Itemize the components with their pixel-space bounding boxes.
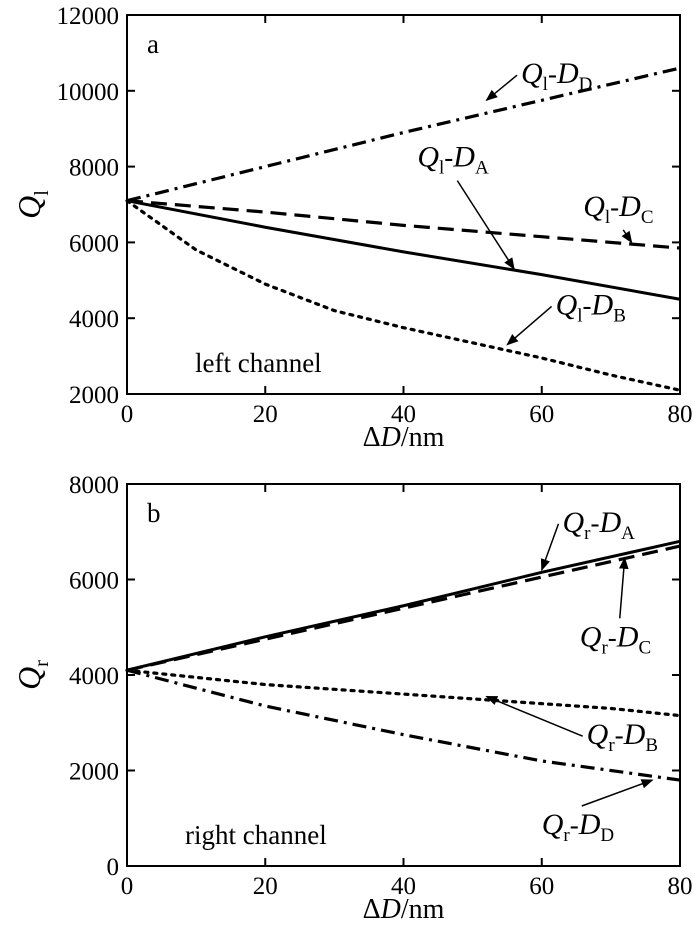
panel-b-series-label-B: Qr-DB xyxy=(587,718,658,756)
panel-b-x-tick-label: 60 xyxy=(529,873,554,900)
panel-a-series-label-C: Ql-DC xyxy=(583,190,653,228)
panel-a-x-axis-label: ΔD/nm xyxy=(363,422,445,453)
panel-a-y-tick-label: 6000 xyxy=(69,230,119,257)
panel-a-y-tick-label: 4000 xyxy=(69,306,119,333)
panel-a-series-line-C xyxy=(126,199,681,250)
panel-a-series-label-A: Ql-DA xyxy=(417,141,489,179)
panel-b-series-line-A xyxy=(126,539,681,672)
panel-b-series-label-D: Qr-DD xyxy=(542,808,614,846)
panel-b-y-axis-label: Qr xyxy=(11,660,53,690)
panel-b-series-arrow-C xyxy=(619,556,629,619)
panel-a-x-tick-label: 20 xyxy=(253,401,278,428)
panel-b-y-tick-label: 6000 xyxy=(69,568,119,595)
panel-a-series-label-D: Ql-DD xyxy=(521,57,592,95)
panel-b-y-tick-label: 8000 xyxy=(69,472,119,499)
panel-b-y-tick-label: 0 xyxy=(107,854,120,881)
panel-a-series-line-A xyxy=(126,199,681,301)
panel-b-y-tick-label: 4000 xyxy=(69,663,119,690)
panel-b-x-tick-label: 80 xyxy=(668,873,693,900)
panel-a-y-tick-label: 2000 xyxy=(69,382,119,409)
panel-a-channel-annotation: left channel xyxy=(195,348,322,378)
panel-a-series-arrow-A xyxy=(456,180,515,270)
panel-a-series-arrow-C xyxy=(621,229,633,244)
panel-a-series-arrow-D xyxy=(485,74,518,102)
panel-b-channel-annotation: right channel xyxy=(185,820,327,850)
panel-b-x-tick-label: 40 xyxy=(391,873,416,900)
panel-b-series-line-D xyxy=(126,668,681,782)
panel-a-series-line-B xyxy=(125,199,682,392)
panel-a-series-line-D xyxy=(126,66,681,203)
panel-b-series-label-A: Qr-DA xyxy=(562,506,635,544)
panel-a-y-axis-label: Ql xyxy=(11,190,53,219)
panel-b-series-arrow-B xyxy=(485,695,583,737)
panel-a-y-tick-label: 12000 xyxy=(57,3,120,30)
panel-b-series-label-C: Qr-DC xyxy=(580,620,651,658)
panel-a-x-tick-label: 80 xyxy=(668,401,693,428)
panel-b-series-arrow-A xyxy=(540,523,560,572)
panel-a-y-tick-label: 10000 xyxy=(57,79,120,106)
panel-b-y-tick-label: 2000 xyxy=(69,759,119,786)
panel-a-x-tick-label: 40 xyxy=(391,401,416,428)
panel-a-x-tick-label: 0 xyxy=(121,401,134,428)
panel-b-panel-letter: b xyxy=(147,498,161,528)
panel-a-series-label-B: Ql-DB xyxy=(556,288,626,326)
panel-a-series-arrow-B xyxy=(506,305,553,346)
panel-a-y-tick-label: 8000 xyxy=(69,155,119,182)
panel-a-left-channel: 0 20 40 60 80 2000 4000 6000 8000 10000 12000 ΔD/nm… xyxy=(11,3,693,453)
panel-b-x-axis-label: ΔD/nm xyxy=(363,894,445,925)
panel-b-series-line-B xyxy=(125,668,682,718)
panel-b-right-channel: 0 20 40 60 80 0 2000 4000 6000 8000 ΔD/nm Qr b right … xyxy=(11,472,693,925)
panel-b-series-arrow-D xyxy=(581,779,654,807)
panel-b-x-tick-label: 0 xyxy=(121,873,134,900)
panel-a-panel-letter: a xyxy=(147,29,159,59)
panel-b-x-tick-label: 20 xyxy=(253,873,278,900)
panel-a-x-tick-label: 60 xyxy=(529,401,554,428)
